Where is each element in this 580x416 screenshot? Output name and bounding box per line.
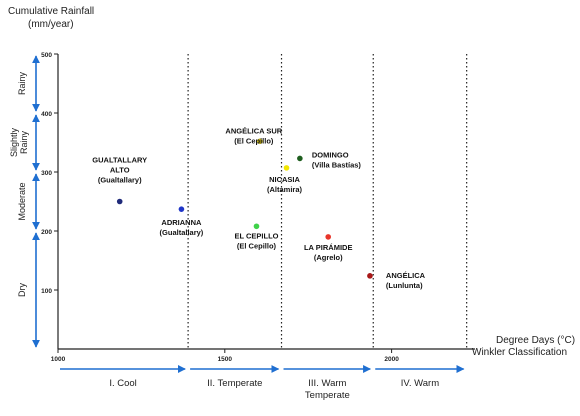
zone-label-line2: Temperate xyxy=(305,390,350,401)
y-axis-title-line1: Cumulative Rainfall xyxy=(8,6,95,17)
data-point xyxy=(367,273,373,279)
point-label: DOMINGO xyxy=(312,150,349,159)
point-label: ANGÉLICA SUR xyxy=(225,126,282,135)
rain-category-label: SlightlyRainy xyxy=(9,127,29,157)
point-sublabel: (Villa Bastías) xyxy=(312,160,362,169)
point-sublabel: (El Cepillo) xyxy=(234,136,274,145)
point-label: LA PIRÁMIDE xyxy=(304,243,352,252)
zone-label: I. Cool xyxy=(109,378,136,389)
zone-label: III. Warm xyxy=(308,378,346,389)
zone-label: II. Temperate xyxy=(207,378,262,389)
point-sublabel: (Gualtallary) xyxy=(160,228,204,237)
point-sublabel: (Gualtallary) xyxy=(98,176,142,185)
y-axis-title-line2: (mm/year) xyxy=(28,19,74,30)
rain-category-label: Rainy xyxy=(17,71,27,95)
x-tick-label: 1000 xyxy=(51,356,66,363)
point-sublabel: (Agrelo) xyxy=(314,253,343,262)
data-point xyxy=(297,155,303,162)
point-label: GUALTALLARY xyxy=(92,156,147,165)
point-label: EL CEPILLO xyxy=(234,231,278,240)
point-label: NICASIA xyxy=(269,175,300,184)
y-tick-label: 400 xyxy=(41,111,52,118)
point-label: ADRIANNA xyxy=(161,218,202,227)
y-tick-label: 100 xyxy=(41,288,52,295)
point-sublabel: (Lunlunta) xyxy=(386,281,423,290)
rain-category-label: Dry xyxy=(17,283,27,297)
rain-category-label: Moderate xyxy=(17,182,27,220)
zone-label: IV. Warm xyxy=(401,378,439,389)
x-tick-label: 1500 xyxy=(218,356,233,363)
point-sublabel: (El Cepillo) xyxy=(237,241,277,250)
data-point xyxy=(253,223,260,230)
point-label: ALTO xyxy=(110,166,130,175)
y-tick-label: 200 xyxy=(41,229,52,236)
data-point xyxy=(257,138,263,145)
x-axis-title-line1: Degree Days (°C) xyxy=(496,335,576,346)
data-point xyxy=(325,234,332,240)
y-tick-label: 500 xyxy=(41,52,52,59)
point-label: ANGÉLICA xyxy=(386,271,426,280)
y-tick-label: 300 xyxy=(41,170,52,177)
x-tick-label: 2000 xyxy=(384,356,399,363)
data-point xyxy=(116,198,123,205)
data-point xyxy=(178,206,185,212)
point-sublabel: (Altamira) xyxy=(267,185,303,194)
data-point xyxy=(283,165,290,171)
x-axis-title-line2: Winkler Classification xyxy=(472,347,568,358)
